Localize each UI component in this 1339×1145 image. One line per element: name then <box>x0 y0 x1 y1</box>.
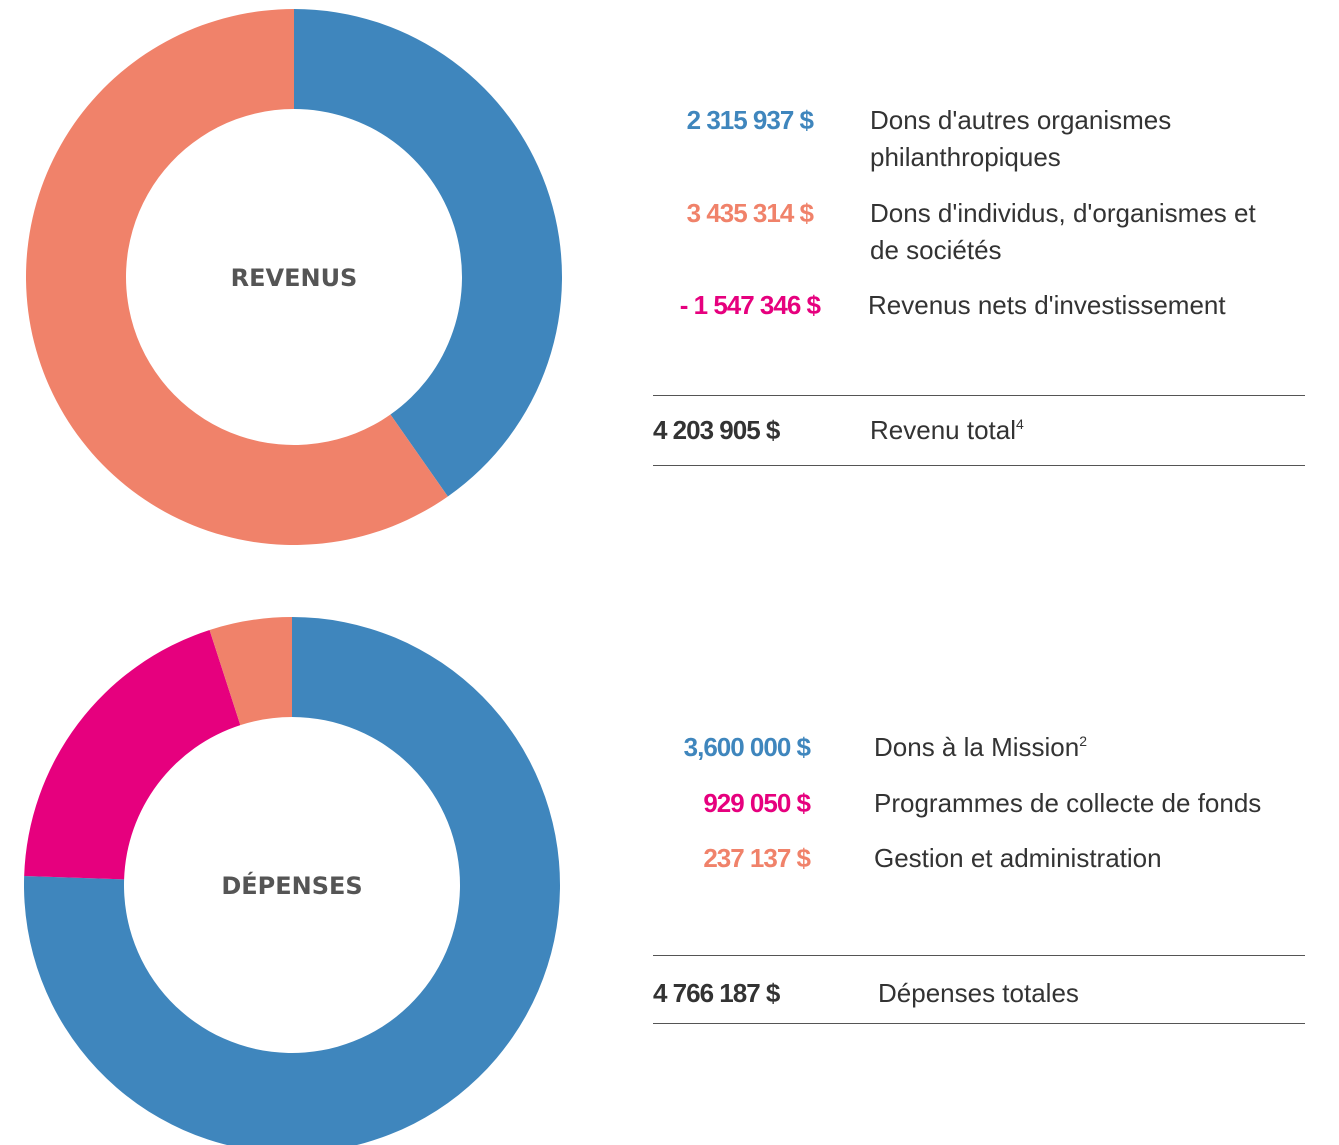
category-label: Dons d'individus, d'organismes et de soc… <box>870 198 1256 265</box>
category-label: Programmes de collecte de fonds <box>874 788 1262 818</box>
footnote-mark: 2 <box>1079 733 1087 749</box>
donut-slice <box>25 9 448 545</box>
category-label: Dons d'autres organismes philanthropique… <box>870 105 1172 172</box>
donut-slice <box>24 629 241 880</box>
donut-slice <box>294 9 562 497</box>
value-label: 929 050 $ <box>703 788 811 818</box>
total-value: 4 203 905 $ <box>653 415 780 445</box>
donut-slice <box>209 617 292 726</box>
donut-slice <box>24 617 560 1145</box>
total-label: Dépenses totales <box>878 978 1079 1008</box>
category-label: Gestion et administration <box>874 843 1162 873</box>
rule <box>653 955 1305 956</box>
total-label: Revenu total4 <box>870 415 1024 445</box>
rule <box>653 1023 1305 1024</box>
value-label: 3,600 000 $ <box>683 732 811 762</box>
category-label: Revenus nets d'investissement <box>868 290 1226 320</box>
donut-center-label: DÉPENSES <box>221 871 362 900</box>
value-label: 2 315 937 $ <box>686 105 814 135</box>
total-value: 4 766 187 $ <box>653 978 780 1008</box>
rule <box>653 465 1305 466</box>
footnote-mark: 4 <box>1015 416 1024 432</box>
category-label: Dons à la Mission2 <box>874 732 1087 762</box>
value-label: 3 435 314 $ <box>686 198 814 228</box>
donut-center-label: REVENUS <box>231 264 358 292</box>
rule <box>653 395 1305 396</box>
value-label: - 1 547 346 $ <box>679 290 821 320</box>
value-label: 237 137 $ <box>703 843 811 873</box>
